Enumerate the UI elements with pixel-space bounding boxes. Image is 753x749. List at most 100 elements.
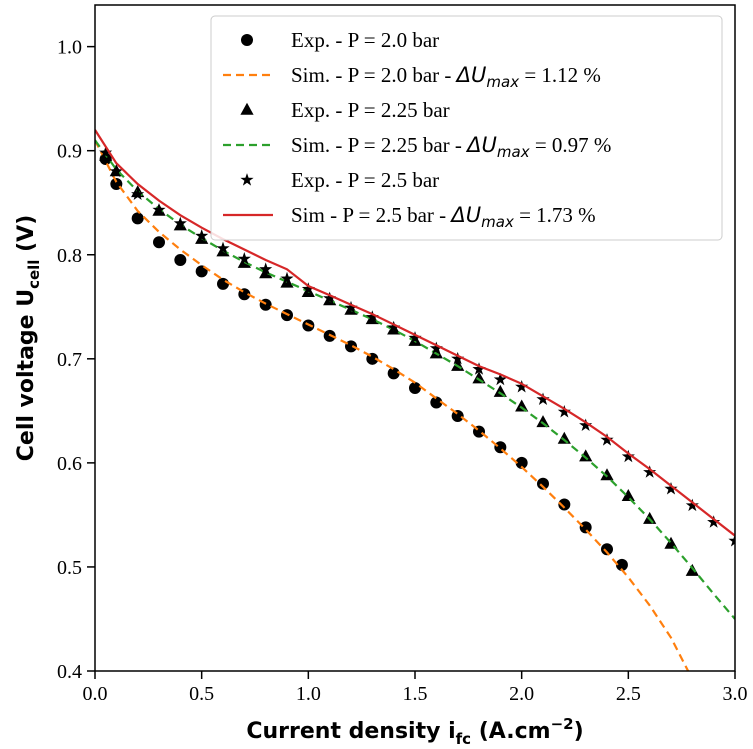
y-tick-label: 0.5 [57,557,82,579]
point [173,216,187,230]
point [259,266,273,279]
point [728,534,735,547]
point [685,498,699,512]
legend-label: Sim. - P = 2.0 bar - ΔUmax = 1.12 % [291,63,601,91]
plot-area [95,129,735,671]
point [600,468,614,481]
point [429,341,443,354]
x-tick-label: 0.5 [189,683,214,705]
point [621,449,635,463]
point [685,563,699,576]
legend-marker [240,173,254,186]
x-tick-label: 1.0 [296,683,321,705]
point [387,367,400,380]
legend-tail: = 1.73 % [514,203,596,227]
point [472,371,486,384]
point [601,543,613,556]
x-tick-label: 1.5 [403,683,428,705]
y-axis-label: Cell voltage Ucell (V) [14,215,43,462]
legend-sub: max [486,73,519,91]
x-label-sub: fc [456,730,471,748]
point [537,477,549,490]
point [365,310,379,323]
point [579,521,592,534]
legend-delta: ΔU [465,133,497,157]
point [493,384,507,397]
legend-name: Exp. - P = 2.5 bar [291,168,439,192]
y-label-sub: cell [25,260,43,289]
point [217,277,229,290]
point [131,212,144,225]
legend-marker [241,34,253,46]
point [557,405,571,418]
point [579,449,593,462]
legend-label: Sim - P = 2.5 bar - ΔUmax = 1.73 % [291,203,596,231]
legend-tail: = 0.97 % [530,133,612,157]
legend-box [210,15,723,241]
point [109,164,123,178]
y-tick-label: 0.4 [57,661,82,683]
legend-label: Exp. - P = 2.5 bar [291,168,439,192]
point [515,399,529,412]
x-label-unit: (A.cm [471,719,550,744]
legend-name: Sim - P = 2.5 bar - [291,203,451,227]
point [536,392,550,405]
point [174,253,187,266]
legend-name: Sim. - P = 2.0 bar - [291,63,457,87]
point [99,145,113,159]
point [237,252,251,265]
plot-frame [94,4,736,672]
point [515,456,528,469]
point [558,498,571,511]
x-label-close: ) [574,719,584,744]
point [664,482,678,495]
point [430,396,443,409]
point [600,433,614,446]
x-tick-label: 3.0 [723,683,748,705]
y-tick-label: 1.0 [57,37,82,59]
point [515,380,529,393]
x-tick-label: 2.0 [509,683,534,705]
legend-label: Sim. - P = 2.25 bar - ΔUmax = 0.97 % [291,133,611,161]
point [621,489,635,501]
point [195,229,209,242]
x-axis-label: Current density ifc (A.cm−2) [246,715,583,748]
y-tick-label: 0.6 [57,453,82,475]
legend-name: Sim. - P = 2.25 bar - [291,133,467,157]
point [557,431,571,444]
y-tick-label: 0.9 [57,141,82,163]
point [615,558,628,571]
point [643,465,657,478]
y-label-unit: (V) [14,215,39,260]
point [387,320,401,334]
point [237,255,251,268]
point [472,362,486,375]
legend-sub: max [481,213,514,231]
legend-delta: ΔU [455,63,487,87]
point [152,203,166,216]
line [95,129,735,537]
point [153,236,165,249]
point [536,415,550,428]
line [95,139,690,671]
point [579,418,593,431]
legend-tail: = 1.12 % [519,63,601,87]
legend-sub: max [497,143,530,161]
point [280,271,294,285]
point [408,331,422,344]
point [451,351,465,365]
point [493,372,507,386]
y-tick-label: 0.8 [57,245,82,267]
point [301,282,315,295]
legend-name: Exp. - P = 2.0 bar [291,28,439,52]
legend-delta: ΔU [449,203,481,227]
y-label-text: Cell voltage U [14,289,39,461]
point [707,515,721,528]
point [344,300,358,314]
x-label-text: Current density i [246,719,455,744]
point [409,381,421,394]
legend-label: Exp. - P = 2.25 bar [291,98,450,122]
x-label-sup: −2 [551,715,574,733]
point [323,291,337,304]
